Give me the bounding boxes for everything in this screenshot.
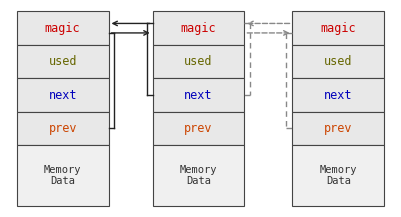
Bar bbox=[152, 12, 245, 45]
Text: magic: magic bbox=[45, 22, 81, 35]
Text: used: used bbox=[49, 55, 77, 68]
Text: used: used bbox=[184, 55, 213, 68]
Bar bbox=[17, 45, 109, 78]
Text: used: used bbox=[324, 55, 352, 68]
Text: prev: prev bbox=[324, 122, 352, 135]
Text: next: next bbox=[49, 89, 77, 102]
Text: magic: magic bbox=[181, 22, 216, 35]
Text: next: next bbox=[184, 89, 213, 102]
Bar bbox=[292, 78, 384, 112]
Text: prev: prev bbox=[184, 122, 213, 135]
Text: next: next bbox=[324, 89, 352, 102]
Bar bbox=[152, 45, 245, 78]
Bar bbox=[152, 112, 245, 145]
Text: Memory
Data: Memory Data bbox=[180, 164, 217, 186]
Bar bbox=[152, 78, 245, 112]
Text: Memory
Data: Memory Data bbox=[44, 164, 81, 186]
Bar bbox=[152, 145, 245, 205]
Text: prev: prev bbox=[49, 122, 77, 135]
Text: Memory
Data: Memory Data bbox=[320, 164, 357, 186]
Bar bbox=[292, 45, 384, 78]
Text: magic: magic bbox=[320, 22, 356, 35]
Bar bbox=[17, 112, 109, 145]
Bar bbox=[17, 12, 109, 45]
Bar bbox=[292, 112, 384, 145]
Bar bbox=[17, 145, 109, 205]
Bar bbox=[292, 12, 384, 45]
Bar bbox=[17, 78, 109, 112]
Bar bbox=[292, 145, 384, 205]
